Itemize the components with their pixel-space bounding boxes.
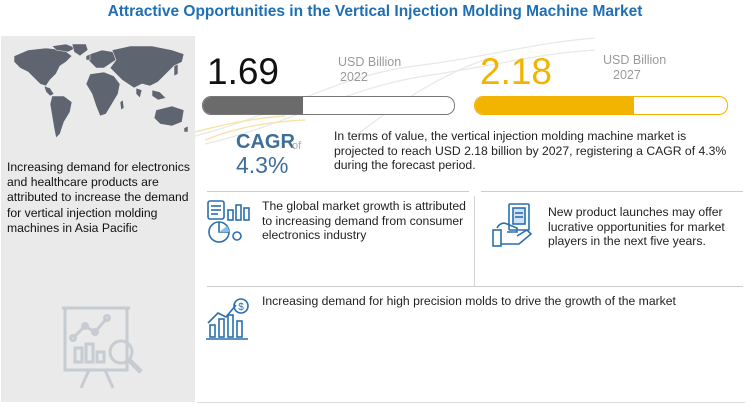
market-value-2022: 1.69: [207, 51, 280, 92]
cagr-of-label: of: [292, 140, 302, 152]
divider-vertical: [474, 196, 475, 286]
market-bar-2027: [474, 96, 728, 115]
market-bar-fill-2027: [475, 97, 634, 114]
insight-text-2: New product launches may offer lucrative…: [548, 205, 725, 249]
market-value-2027: 2.18: [480, 51, 553, 92]
market-unit-2027: USD Billion 2027: [603, 53, 693, 83]
insight-text-3: Increasing demand for high precision mol…: [262, 294, 676, 308]
market-bar-2022: [202, 96, 455, 115]
cagr-label: CAGR: [236, 131, 295, 153]
market-bar-fill-2022: [203, 97, 304, 114]
unit-label-2027: USD Billion: [603, 53, 667, 67]
svg-text:$: $: [238, 302, 244, 313]
unit-label-2022: USD Billion: [338, 55, 402, 69]
bottom-border: [197, 402, 745, 403]
divider-bottom: [207, 286, 743, 287]
market-summary-text: In terms of value, the vertical injectio…: [334, 129, 727, 173]
insight-text-1: The global market growth is attributed t…: [262, 199, 466, 243]
world-map-icon: [13, 43, 189, 139]
divider-right: [481, 191, 743, 192]
product-launch-icon: [492, 203, 533, 247]
presentation-analysis-icon: [62, 306, 143, 389]
growth-chart-dollar-icon: $: [206, 298, 249, 340]
divider-left: [207, 191, 469, 192]
market-unit-2022: USD Billion 2022: [338, 55, 428, 85]
consumer-electronics-icon: [207, 200, 250, 243]
left-panel-text: Increasing demand for electronics and he…: [7, 160, 190, 235]
page-title: Attractive Opportunities in the Vertical…: [107, 3, 643, 20]
cagr-value: 4.3%: [236, 152, 289, 178]
year-label-2027: 2027: [613, 68, 641, 82]
year-label-2022: 2022: [340, 70, 368, 84]
